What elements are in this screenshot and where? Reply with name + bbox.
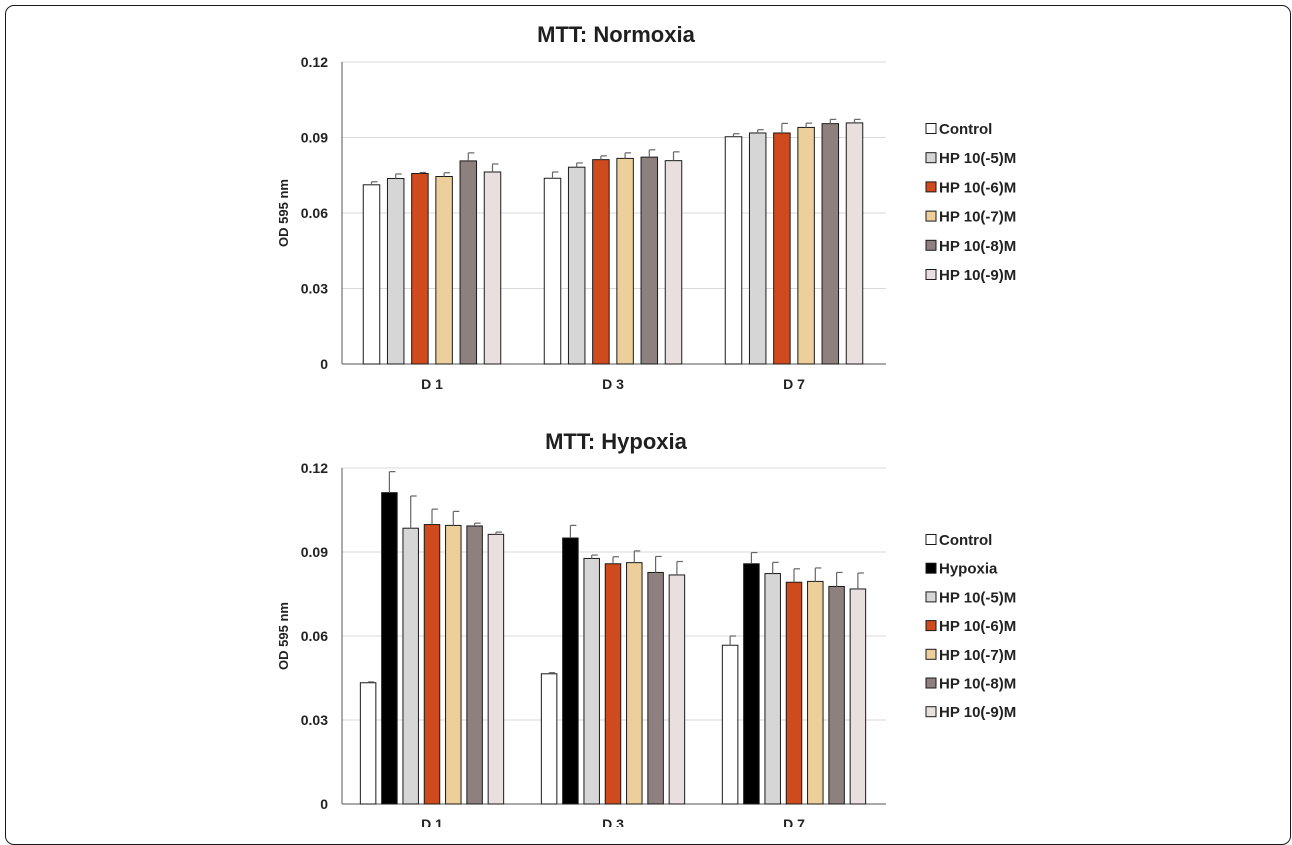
bar: [721, 644, 739, 805]
legend-label: HP 10(-6)M: [939, 179, 1016, 196]
bar: [604, 563, 622, 805]
y-axis-title: OD 595 nm: [276, 179, 291, 247]
bar: [562, 537, 579, 805]
chart-1: MTT: Normoxia 0 0.03 0.06 0.09 0.12 OD 595 nm D…: [276, 22, 1016, 392]
legend-swatch: [925, 677, 937, 689]
bar: [821, 123, 840, 365]
y-tick-label: 0.12: [301, 460, 328, 476]
bar: [540, 673, 558, 805]
y-tick-label: 0.12: [301, 54, 328, 70]
x-tick-label: D 7: [783, 376, 805, 392]
bar: [640, 156, 659, 365]
y-tick-label: 0.09: [301, 544, 328, 560]
legend-label: HP 10(-7)M: [939, 209, 1016, 226]
bar: [797, 126, 815, 365]
legend-label: Control: [939, 532, 992, 549]
bar: [362, 184, 381, 365]
legend-label: HP 10(-7)M: [939, 647, 1016, 664]
legend-swatch: [925, 181, 937, 193]
bar: [773, 132, 791, 365]
bar: [487, 533, 505, 805]
bar: [748, 132, 767, 365]
bar: [459, 160, 478, 365]
legend-swatch: [925, 648, 937, 660]
legend-swatch: [925, 620, 937, 632]
y-tick-label: 0.06: [301, 628, 328, 644]
legend-swatch: [925, 269, 937, 280]
bar: [411, 172, 429, 365]
chart-title: MTT: Normoxia: [537, 22, 695, 47]
bar: [483, 171, 502, 365]
bar: [445, 524, 462, 805]
x-tick-label: D 3: [602, 376, 624, 392]
chart-title: MTT: Hypoxia: [545, 429, 688, 454]
bar: [592, 159, 610, 365]
bar: [543, 177, 562, 365]
y-axis-title: OD 595 nm: [276, 602, 291, 670]
x-tick-label: D 7: [783, 816, 805, 827]
legend-label: HP 10(-9)M: [939, 267, 1016, 284]
y-tick-label: 0.06: [301, 205, 328, 221]
bar: [647, 571, 664, 805]
x-tick-label: D 3: [602, 816, 624, 827]
legend-label: HP 10(-5)M: [939, 589, 1016, 606]
bar: [616, 157, 634, 365]
bar: [423, 524, 441, 805]
legend-label: HP 10(-6)M: [939, 618, 1016, 635]
bar: [567, 166, 586, 365]
bar: [359, 682, 377, 805]
legend-swatch: [925, 239, 937, 251]
bar: [743, 563, 760, 805]
bar: [583, 557, 600, 805]
bar: [402, 527, 419, 805]
legend-label: HP 10(-8)M: [939, 238, 1016, 255]
bar: [849, 588, 867, 805]
y-tick-label: 0: [320, 356, 328, 372]
bar: [724, 136, 743, 365]
x-tick-label: D 1: [421, 816, 443, 827]
legend-swatch: [925, 210, 937, 222]
bar: [466, 525, 483, 805]
y-tick-label: 0.03: [301, 712, 328, 728]
legend-swatch: [925, 152, 937, 164]
x-tick-label: D 1: [421, 376, 443, 392]
bar: [828, 585, 845, 805]
bar: [668, 574, 686, 805]
legend-swatch: [925, 123, 937, 134]
bar: [386, 178, 405, 365]
y-tick-label: 0: [320, 796, 328, 812]
bar: [845, 122, 864, 365]
legend-label: HP 10(-5)M: [939, 150, 1016, 167]
bar: [626, 562, 643, 805]
legend-label: Control: [939, 121, 992, 138]
bar: [381, 492, 398, 805]
bar: [785, 581, 803, 805]
legend-swatch: [925, 534, 937, 545]
legend-label: HP 10(-8)M: [939, 676, 1016, 693]
y-tick-label: 0.09: [301, 130, 328, 146]
legend-label: Hypoxia: [939, 561, 998, 578]
legend-swatch: [925, 591, 937, 603]
bar: [664, 160, 683, 365]
legend-swatch: [925, 562, 937, 574]
bar: [435, 176, 453, 365]
chart-2: MTT: Hypoxia 0 0.03 0.06 0.09 0.12 OD 595 nm D …: [276, 429, 1016, 827]
bar: [807, 580, 824, 805]
bar: [764, 573, 781, 805]
figure-canvas: MTT: Normoxia 0 0.03 0.06 0.09 0.12 OD 595 nm D…: [276, 22, 1016, 827]
legend-swatch: [925, 706, 937, 718]
y-tick-label: 0.03: [301, 281, 328, 297]
legend-label: HP 10(-9)M: [939, 704, 1016, 721]
